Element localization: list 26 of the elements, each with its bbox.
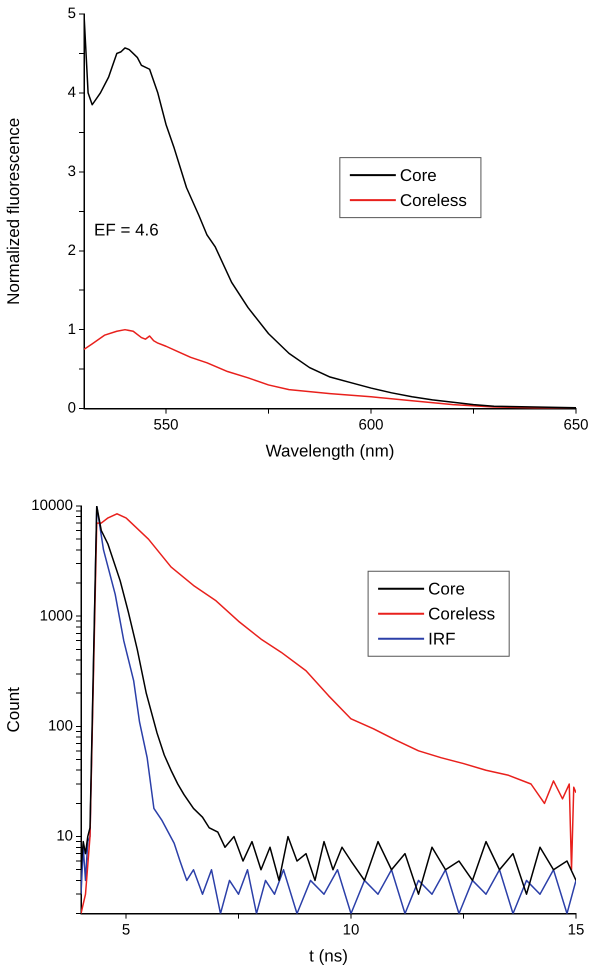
legend-label: Coreless [400, 190, 467, 210]
x-tick-label: 5 [122, 922, 130, 939]
y-tick-label: 4 [68, 84, 76, 102]
y-tick-label: 1000 [40, 607, 73, 624]
y-axis-title: Count [4, 686, 23, 732]
y-tick-label: 10 [56, 828, 73, 845]
y-tick-label: 1 [68, 320, 76, 338]
x-tick-label: 600 [358, 416, 384, 434]
legend-label: Core [428, 579, 465, 598]
legend-label: Core [400, 166, 437, 185]
x-axis-title: t (ns) [309, 946, 348, 966]
x-axis-title: Wavelength (nm) [266, 441, 394, 460]
x-tick-label: 550 [153, 416, 179, 434]
y-tick-label: 100 [48, 718, 73, 735]
y-tick-label: 3 [68, 162, 76, 180]
y-axis-title: Normalized fluorescence [4, 118, 23, 305]
legend-label: IRF [428, 629, 456, 648]
y-tick-label: 5 [68, 5, 76, 22]
legend-label: Coreless [428, 604, 496, 624]
y-tick-label: 10000 [31, 497, 73, 514]
x-tick-label: 15 [568, 922, 584, 939]
y-tick-label: 0 [68, 400, 76, 417]
x-tick-label: 10 [342, 922, 360, 939]
y-tick-label: 2 [68, 242, 76, 259]
x-tick-label: 650 [563, 416, 589, 434]
annotation: EF = 4.6 [94, 220, 159, 240]
